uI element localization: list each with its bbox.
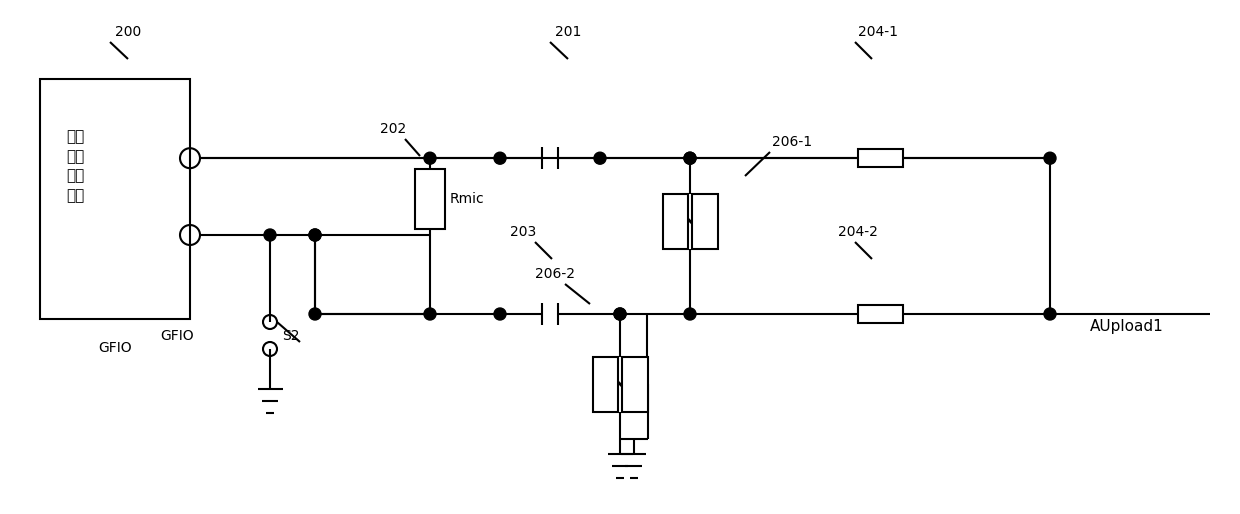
Bar <box>40 79 190 319</box>
Circle shape <box>264 229 277 241</box>
Circle shape <box>494 152 506 164</box>
Circle shape <box>424 152 436 164</box>
Circle shape <box>309 308 321 320</box>
Circle shape <box>684 152 696 164</box>
Circle shape <box>494 308 506 320</box>
Circle shape <box>309 229 321 241</box>
Bar <box>692 194 718 249</box>
Bar <box>662 194 688 249</box>
Circle shape <box>684 308 696 320</box>
Text: GFIO: GFIO <box>98 341 131 355</box>
Text: AUpload1: AUpload1 <box>1090 319 1164 334</box>
Circle shape <box>594 152 606 164</box>
Text: 203: 203 <box>510 225 536 239</box>
Circle shape <box>684 152 696 164</box>
Text: 200: 200 <box>115 25 141 39</box>
Circle shape <box>1044 152 1056 164</box>
Bar <box>858 305 903 323</box>
Text: 206-2: 206-2 <box>534 267 575 281</box>
Circle shape <box>614 308 626 320</box>
Circle shape <box>1044 308 1056 320</box>
Bar <box>858 149 903 167</box>
Bar <box>593 357 618 412</box>
Text: S2: S2 <box>281 329 300 343</box>
Text: 204-1: 204-1 <box>858 25 898 39</box>
Text: 204-2: 204-2 <box>838 225 878 239</box>
Text: 206-1: 206-1 <box>773 135 812 149</box>
Text: GFIO: GFIO <box>160 329 193 343</box>
Text: 202: 202 <box>379 122 407 136</box>
Bar <box>622 357 647 412</box>
Text: 201: 201 <box>556 25 582 39</box>
Circle shape <box>309 229 321 241</box>
Circle shape <box>424 308 436 320</box>
Circle shape <box>614 308 626 320</box>
Bar <box>415 169 445 229</box>
Text: Rmic: Rmic <box>450 192 485 206</box>
Text: 第一
管脚
第二
管脚: 第一 管脚 第二 管脚 <box>66 129 84 204</box>
